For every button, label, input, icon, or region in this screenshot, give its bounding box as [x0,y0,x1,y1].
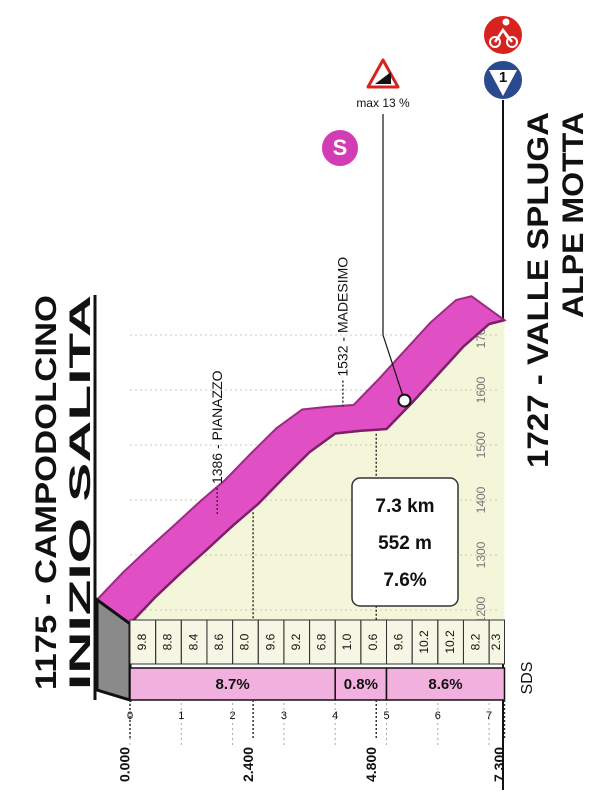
icon-body [493,27,513,43]
waypoint-label: 1532 - MADESIMO [335,257,351,377]
x-tick-label: 3 [281,710,287,722]
start-name: 1175 - CAMPODOLCINO [30,295,63,690]
y-tick-label: 1300 [474,541,488,568]
distance-label: 0.000 [117,747,133,782]
y-tick-label: 1500 [474,431,488,458]
icon-wheel [506,36,518,48]
segment-label: 8.7% [216,676,250,693]
gradient-label: 8.0 [238,633,252,650]
gradient-label: 1.0 [340,633,354,650]
x-tick-label: 6 [435,710,441,722]
gradient-label: 9.6 [392,633,406,650]
icon-wheel [489,36,501,48]
x-tick-label: 4 [332,710,338,722]
y-tick-label: 1400 [474,486,488,513]
segment-bar [385,667,506,701]
gradient-label: 8.6 [212,633,226,650]
summary-length: 7.3 km [375,496,434,517]
gradient-label: 2.3 [489,633,503,650]
x-tick-label: 2 [230,710,236,722]
summary-average: 7.6% [383,570,426,591]
gradient-label: 8.4 [186,633,200,650]
waypoint-label: 1386 - PIANAZZO [209,370,225,484]
x-tick-label: 5 [383,710,389,722]
gradient-label: 9.2 [289,633,303,650]
profile-edge [129,318,505,625]
gradient-label: 8.2 [468,633,482,650]
gradient-cell [488,619,505,665]
x-tick-label: 0 [127,710,133,722]
distance-label: 2.400 [240,747,256,782]
distance-label: 7.300 [491,747,507,782]
max-gradient-point [397,393,412,408]
segment-label: 0.8% [344,676,378,693]
gradient-label: 0.6 [366,633,380,650]
gradient-label: 10.2 [443,630,457,654]
gradient-label: 9.8 [135,633,149,650]
segment-label: 8.6% [428,676,462,693]
category-label: 1 [499,69,507,86]
x-tick-label: 1 [178,710,184,722]
max-gradient-leader [382,334,406,401]
sprint-icon [320,128,360,168]
icon-head [502,18,510,26]
summary-box [351,477,459,607]
gradient-label: 8.8 [161,633,175,650]
sprint-label: S [333,135,348,160]
gradient-label: 6.8 [315,633,329,650]
icon-triangle [489,70,517,96]
start-note: INIZIO SALITA [64,295,97,690]
segment-bar [334,667,388,701]
summary-gain: 552 m [378,533,432,554]
sign-slope [375,72,391,84]
gradient-label: 10.2 [417,630,431,654]
y-tick-label: 1600 [474,376,488,403]
gradient-label: 9.6 [263,633,277,650]
x-tick-label: 7 [486,710,492,722]
y-tick-label: 1200 [474,596,488,623]
max-gradient-label: max 13 % [356,96,410,110]
sds-label: SDS [519,662,536,695]
finish-note: ALPE MOTTA [557,112,590,318]
distance-label: 4.800 [363,747,379,782]
finish-cyclist-icon [482,14,524,56]
finish-name: 1727 - VALLE SPLUGA [522,112,555,468]
